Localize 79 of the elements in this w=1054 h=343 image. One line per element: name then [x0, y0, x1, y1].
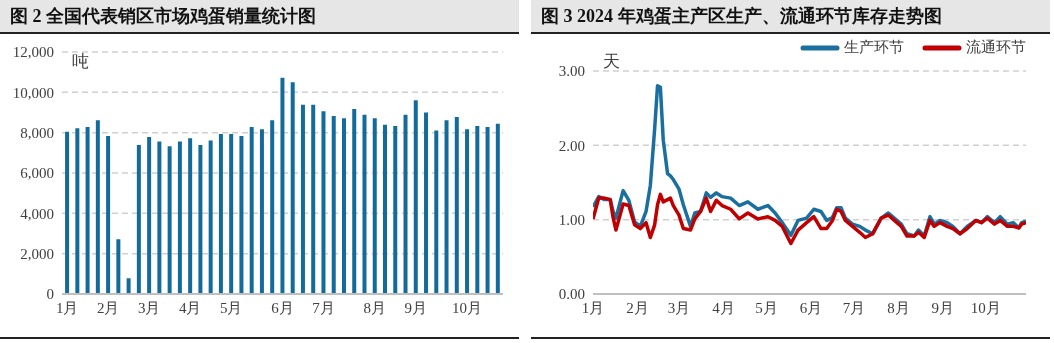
x-tick-label: 5月: [755, 299, 778, 316]
bar: [136, 144, 141, 294]
bar: [424, 112, 429, 294]
y-axis-title: 吨: [72, 51, 89, 73]
chart-title: 图 3 2024 年鸡蛋主产区生产、流通环节库存走势图: [531, 0, 1050, 34]
bar: [157, 141, 162, 294]
x-tick-label: 6月: [271, 299, 294, 316]
bar: [434, 130, 439, 294]
bar: [177, 141, 182, 294]
bar: [106, 136, 111, 294]
bar: [270, 120, 275, 294]
x-tick-label: 7月: [312, 299, 335, 316]
x-tick-label: 8月: [363, 299, 387, 316]
bar: [259, 129, 264, 294]
bar: [495, 123, 500, 294]
bar: [485, 127, 490, 294]
x-tick-label: 4月: [178, 299, 202, 316]
y-tick-label: 2.00: [558, 137, 585, 154]
bar: [167, 146, 172, 294]
bar: [290, 82, 295, 294]
bar: [475, 126, 480, 294]
x-tick-label: 10月: [452, 299, 483, 316]
y-tick-label: 0: [46, 286, 54, 303]
x-tick-label: 3月: [137, 299, 161, 316]
bar: [352, 109, 357, 294]
x-tick-label: 6月: [799, 299, 823, 316]
legend-label: 流通环节: [966, 38, 1026, 57]
bar: [331, 115, 336, 294]
y-tick-label: 1.00: [558, 211, 585, 228]
x-tick-label: 9月: [404, 299, 428, 316]
bar: [300, 104, 305, 294]
bar: [362, 114, 367, 294]
bar: [403, 114, 408, 294]
bar: [229, 133, 234, 294]
bar: [444, 120, 449, 294]
bar: [341, 118, 346, 294]
x-tick-label: 7月: [842, 299, 866, 316]
line-series: [593, 192, 1026, 246]
bar: [188, 138, 193, 294]
x-tick-label: 9月: [931, 299, 955, 316]
x-tick-label: 2月: [96, 299, 120, 316]
bar: [372, 118, 377, 294]
bar: [198, 144, 203, 294]
bar: [249, 127, 254, 294]
y-tick-label: 2,000: [20, 245, 54, 262]
legend-label: 生产环节: [844, 38, 904, 57]
bar: [311, 104, 316, 294]
y-tick-label: 8,000: [20, 124, 54, 141]
chart-title: 图 2 全国代表销区市场鸡蛋销量统计图: [0, 0, 519, 34]
y-tick-label: 12,000: [12, 44, 54, 61]
bar: [465, 129, 470, 294]
bar: [208, 140, 213, 294]
x-tick-label: 8月: [887, 299, 910, 316]
x-tick-label: 10月: [970, 299, 1001, 316]
y-tick-label: 4,000: [20, 205, 54, 222]
bar: [393, 126, 398, 294]
y-axis-title: 天: [603, 51, 620, 73]
bar: [116, 239, 121, 294]
bar: [454, 116, 459, 294]
x-tick-label: 1月: [55, 299, 79, 316]
x-tick-label: 2月: [626, 299, 649, 316]
bar: [218, 133, 223, 294]
x-tick-label: 3月: [667, 299, 691, 316]
y-tick-label: 3.00: [558, 63, 585, 80]
x-tick-label: 5月: [219, 299, 243, 316]
bar: [126, 278, 131, 294]
bar: [413, 100, 418, 294]
bar: [239, 136, 244, 294]
bar: [383, 124, 388, 294]
bar: [65, 131, 70, 294]
bar: [280, 77, 285, 294]
y-tick-label: 6,000: [20, 165, 54, 182]
bar: [75, 128, 80, 294]
bar: [147, 137, 152, 294]
y-tick-label: 10,000: [12, 84, 54, 101]
bar: [95, 120, 100, 294]
bar: [321, 111, 326, 294]
bar: [85, 127, 90, 294]
x-tick-label: 4月: [712, 299, 735, 316]
